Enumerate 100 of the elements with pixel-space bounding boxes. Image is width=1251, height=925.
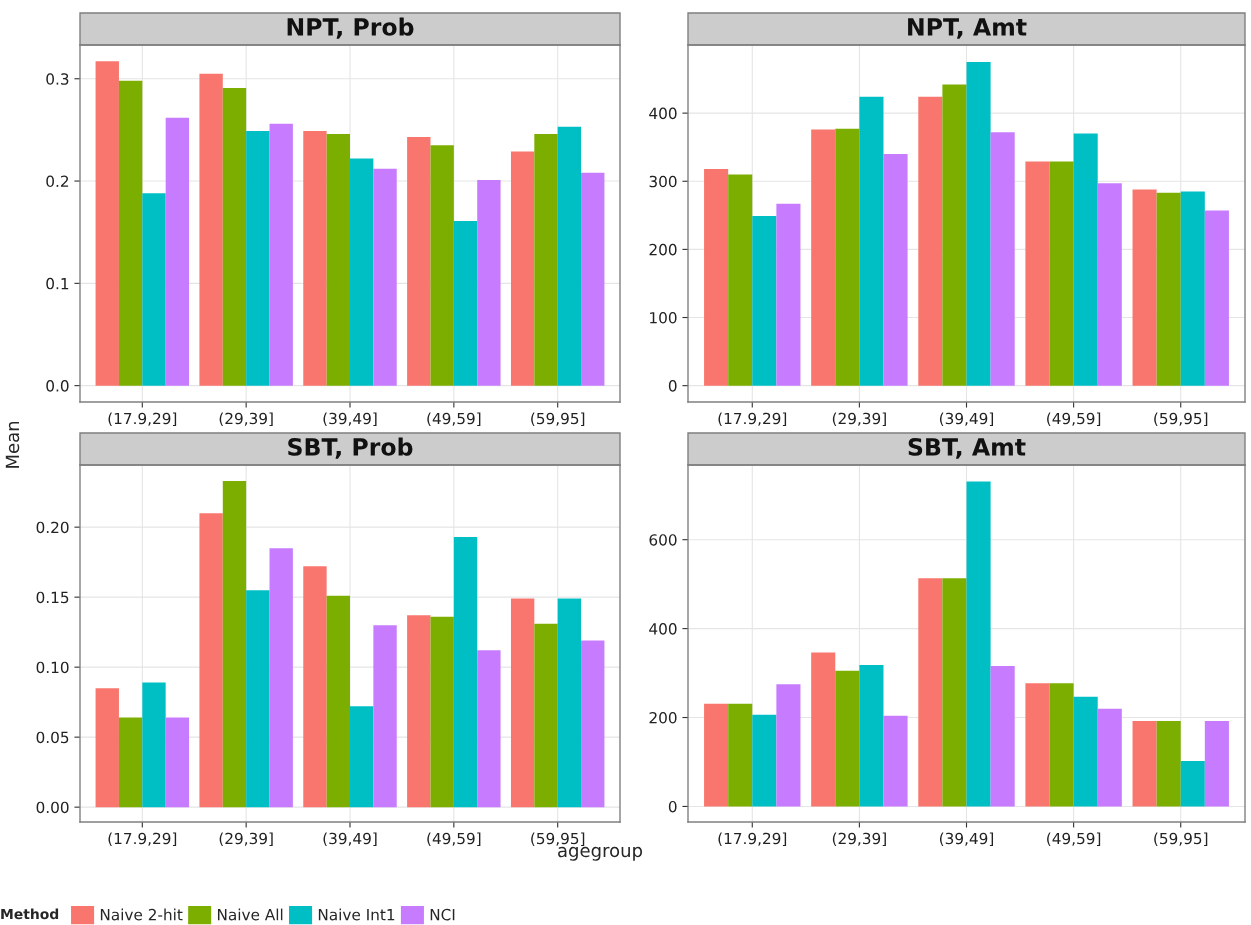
bar	[557, 126, 582, 386]
x-axis-title: agegroup	[558, 846, 643, 861]
bar	[966, 481, 991, 807]
y-tick-label: 0.0	[46, 380, 69, 392]
bar	[1073, 696, 1098, 807]
y-tick-label: 100	[650, 311, 677, 324]
bar	[165, 117, 190, 386]
x-tick-label: (59,95]	[1154, 832, 1208, 847]
y-tick-label: 0	[668, 800, 677, 813]
x-tick-label: (29,39]	[219, 412, 273, 427]
bar	[811, 652, 836, 807]
x-tick-label: (59,95]	[531, 832, 585, 847]
y-tick-label: 0.00	[36, 801, 69, 814]
legend-title: Method	[1, 908, 59, 920]
bar	[510, 598, 535, 808]
bar	[918, 96, 943, 386]
x-tick-label: (39,49]	[323, 832, 377, 847]
chart-title: SBT, Amt	[908, 437, 1026, 459]
bar	[407, 615, 431, 808]
y-tick-label: 0.10	[36, 661, 69, 674]
bar	[246, 130, 270, 386]
bar	[942, 578, 967, 807]
x-tick-label: (29,39]	[832, 412, 886, 427]
x-tick-label: (49,59]	[427, 832, 481, 847]
x-tick-label: (49,59]	[1047, 412, 1101, 427]
bar	[704, 169, 729, 386]
y-tick-label: 0.05	[36, 731, 69, 744]
x-tick-label: (29,39]	[219, 832, 273, 847]
bar	[883, 154, 908, 386]
legend-label: NCI	[430, 908, 455, 921]
bar	[776, 203, 801, 386]
bar	[453, 220, 478, 386]
bar	[222, 480, 247, 808]
y-tick-label: 0.20	[36, 521, 69, 534]
x-tick-label: (49,59]	[427, 412, 481, 427]
x-tick-label: (17.9,29]	[718, 412, 787, 427]
bar	[303, 130, 327, 386]
bar	[142, 193, 166, 386]
bar	[1156, 721, 1181, 807]
bar	[534, 623, 558, 808]
bar	[859, 665, 884, 807]
bar	[859, 96, 884, 386]
legend-label: Naive 2-hit	[100, 908, 183, 921]
bar	[942, 84, 967, 386]
bar	[1049, 683, 1074, 807]
y-tick-label: 400	[649, 623, 677, 635]
y-tick-label: 0.2	[46, 175, 69, 188]
bar	[1156, 192, 1181, 386]
bar	[1097, 183, 1122, 386]
bar	[510, 151, 535, 386]
x-tick-label: (17.9,29]	[718, 832, 787, 847]
bar	[1049, 161, 1074, 386]
chart-title: SBT, Prob	[288, 437, 413, 459]
bar	[326, 595, 350, 808]
x-tick-label: (49,59]	[1047, 832, 1101, 847]
bar	[1132, 721, 1157, 807]
bar	[350, 706, 374, 808]
bar	[752, 216, 777, 386]
bar	[990, 665, 1015, 807]
bar	[1132, 189, 1157, 386]
chart-title: NPT, Amt	[908, 18, 1027, 39]
bar	[1204, 721, 1229, 807]
bar	[835, 670, 860, 807]
bar	[581, 640, 605, 808]
bar	[165, 717, 190, 808]
bar	[1073, 133, 1098, 386]
bar	[883, 715, 908, 807]
bar	[199, 73, 223, 386]
bar	[1025, 161, 1050, 386]
bar	[966, 62, 991, 386]
x-tick-label: (29,39]	[832, 832, 886, 847]
y-tick-label: 0.15	[36, 591, 69, 604]
bar	[581, 172, 605, 386]
bar	[918, 578, 943, 807]
y-tick-label: 0.1	[46, 277, 69, 290]
bar	[453, 536, 478, 808]
bar	[477, 180, 501, 386]
bar	[118, 717, 143, 808]
bar	[303, 566, 327, 808]
x-tick-label: (59,95]	[531, 412, 585, 427]
bar	[222, 87, 247, 386]
bar	[1180, 761, 1205, 807]
bar	[326, 133, 350, 386]
bar	[430, 145, 454, 386]
bar	[199, 513, 223, 808]
bar	[477, 650, 501, 808]
bar	[1097, 708, 1122, 807]
x-tick-label: (17.9,29]	[108, 832, 177, 847]
x-tick-label: (39,49]	[323, 412, 377, 427]
x-tick-label: (17.9,29]	[108, 412, 177, 427]
legend-label: Naive All	[217, 908, 283, 921]
bar	[990, 132, 1015, 386]
bar	[246, 590, 270, 808]
bar	[1180, 191, 1205, 386]
x-tick-label: (59,95]	[1154, 412, 1208, 427]
bar	[142, 682, 166, 808]
y-tick-label: 0.3	[46, 73, 69, 85]
y-tick-label: 300	[649, 175, 677, 188]
bar	[95, 61, 119, 386]
bar	[407, 137, 431, 386]
